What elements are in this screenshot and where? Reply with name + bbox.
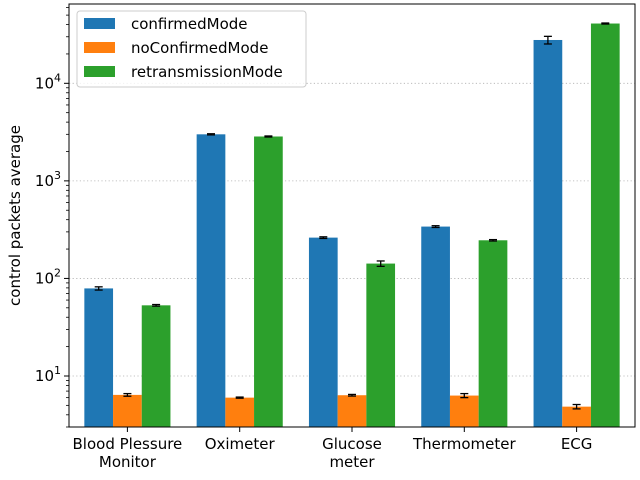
legend-swatch-retransmissionMode xyxy=(84,66,115,77)
bar-noConfirmedMode-0 xyxy=(113,394,142,427)
y-tick-base: 10 xyxy=(35,74,54,92)
bars xyxy=(84,23,620,428)
bar-confirmedMode-3 xyxy=(421,226,450,427)
x-tick-label: ECG xyxy=(561,435,593,453)
error-bar-retransmissionMode-2 xyxy=(376,260,385,267)
legend-swatch-noConfirmedMode xyxy=(84,42,115,53)
bar-retransmissionMode-3 xyxy=(478,240,508,427)
error-bar-confirmedMode-3 xyxy=(431,225,440,229)
error-bar-retransmissionMode-1 xyxy=(264,135,273,138)
error-bar-noConfirmedMode-2 xyxy=(348,393,356,397)
legend-label-retransmissionMode: retransmissionMode xyxy=(131,63,283,81)
bar-retransmissionMode-1 xyxy=(254,136,283,427)
error-bar-retransmissionMode-4 xyxy=(601,22,610,25)
y-tick-base: 10 xyxy=(35,172,54,190)
y-tick-label: 102 xyxy=(35,266,61,287)
error-bar-retransmissionMode-0 xyxy=(152,303,161,307)
y-tick-label: 104 xyxy=(35,71,61,92)
bar-noConfirmedMode-1 xyxy=(225,397,255,427)
error-bar-retransmissionMode-3 xyxy=(489,238,498,242)
y-tick-exponent: 1 xyxy=(54,364,61,377)
legend-label-confirmedMode: confirmedMode xyxy=(131,15,248,33)
error-bar-confirmedMode-2 xyxy=(319,236,328,240)
legend-label-noConfirmedMode: noConfirmedMode xyxy=(131,39,268,57)
x-tick-label: Blood Plessure xyxy=(73,435,183,453)
error-bar-confirmedMode-4 xyxy=(543,35,552,45)
legend-swatch-confirmedMode xyxy=(84,18,115,29)
legend-box xyxy=(76,10,307,88)
bar-retransmissionMode-2 xyxy=(366,263,396,427)
legend: confirmedMode noConfirmedMode retransmissi… xyxy=(76,10,307,88)
y-tick-exponent: 3 xyxy=(54,169,61,182)
error-bar-noConfirmedMode-4 xyxy=(572,403,581,410)
y-tick-label: 103 xyxy=(35,169,61,190)
y-tick-exponent: 2 xyxy=(54,266,61,279)
error-bars xyxy=(94,22,610,410)
error-bar-noConfirmedMode-1 xyxy=(235,396,244,399)
error-bar-noConfirmedMode-3 xyxy=(460,392,469,399)
y-axis-label: control packets average xyxy=(6,125,24,306)
x-tick-label: Thermometer xyxy=(412,435,517,453)
bar-noConfirmedMode-3 xyxy=(449,395,479,427)
bar-retransmissionMode-4 xyxy=(590,23,620,428)
bar-noConfirmedMode-4 xyxy=(562,406,591,427)
error-bar-confirmedMode-1 xyxy=(206,133,215,136)
x-tick-label: Monitor xyxy=(99,453,157,471)
y-tick-label: 101 xyxy=(35,364,61,385)
bar-confirmedMode-2 xyxy=(308,237,338,427)
x-tick-label: meter xyxy=(329,453,375,471)
error-bar-confirmedMode-0 xyxy=(94,286,103,291)
error-bar-noConfirmedMode-0 xyxy=(123,392,132,397)
bar-retransmissionMode-0 xyxy=(141,305,171,427)
y-tick-exponent: 4 xyxy=(54,71,61,84)
bar-confirmedMode-4 xyxy=(533,39,563,428)
y-tick-base: 10 xyxy=(35,367,54,385)
x-tick-label: Glucose xyxy=(322,435,382,453)
y-tick-base: 10 xyxy=(35,269,54,287)
bar-confirmedMode-0 xyxy=(84,288,114,427)
x-tick-label: Oximeter xyxy=(205,435,276,453)
bar-confirmedMode-1 xyxy=(196,134,226,427)
bar-noConfirmedMode-2 xyxy=(337,395,367,427)
